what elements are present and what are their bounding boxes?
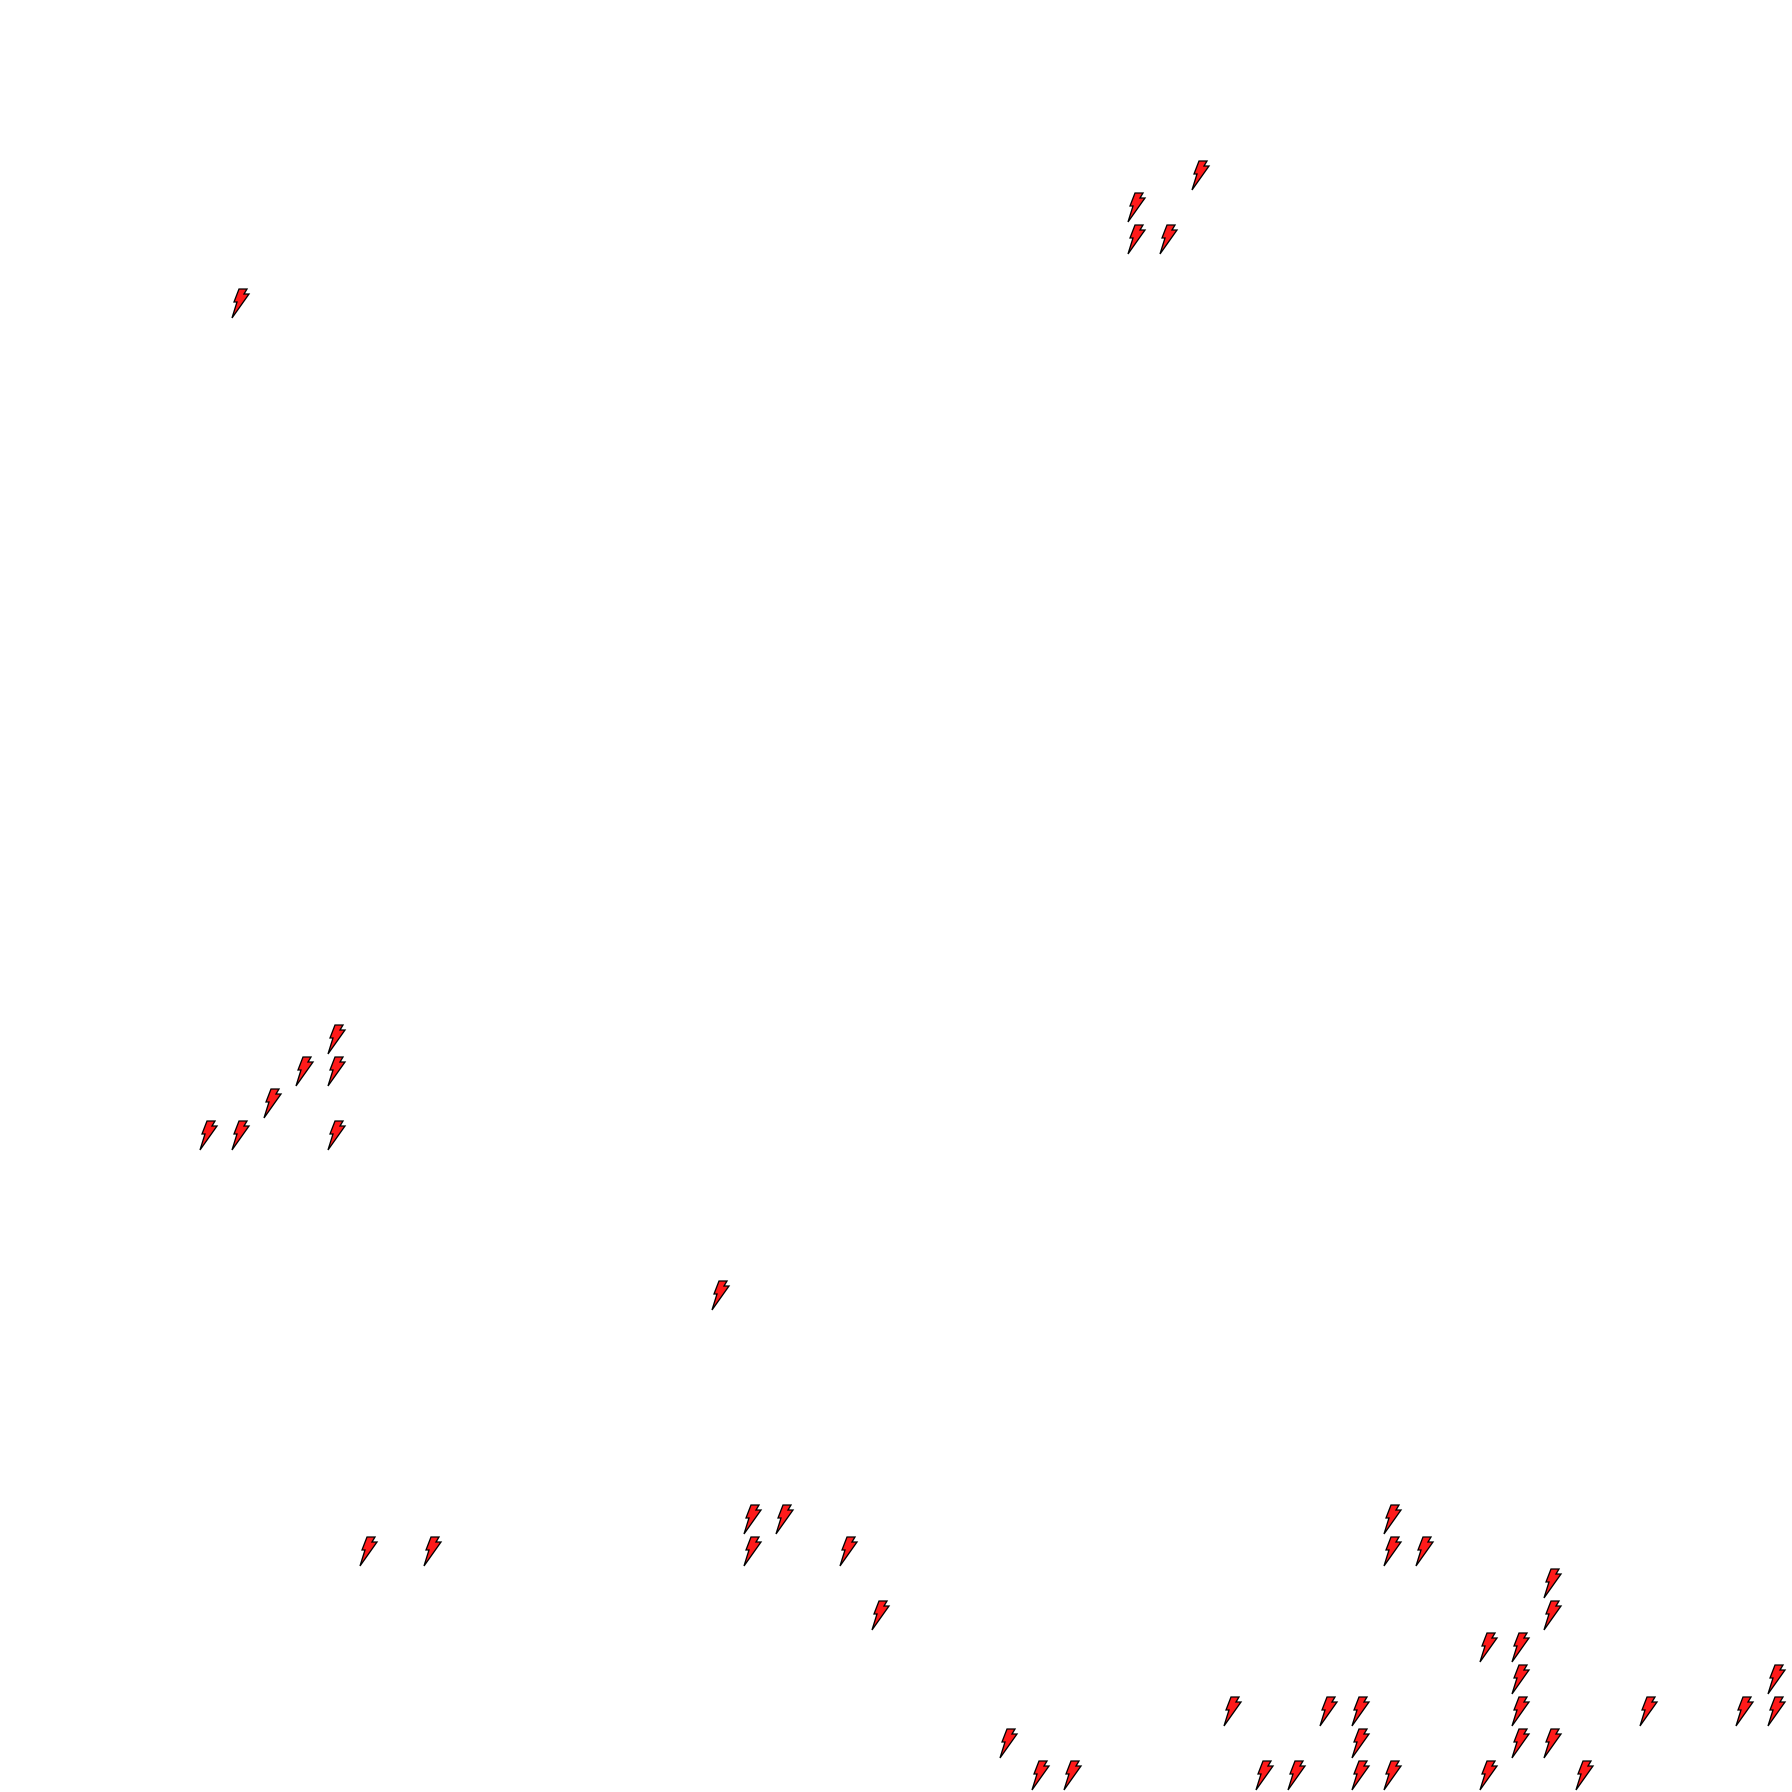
lightning-bolt-icon [1344, 1728, 1376, 1760]
lightning-bolt-icon [1408, 1536, 1440, 1568]
lightning-bolt-icon [1504, 1632, 1536, 1664]
lightning-bolt-icon [1504, 1728, 1536, 1760]
lightning-bolt-icon [320, 1120, 352, 1152]
lightning-bolt-icon [1760, 1696, 1792, 1728]
lightning-bolt-icon [864, 1600, 896, 1632]
lightning-bolt-icon [192, 1120, 224, 1152]
lightning-bolt-icon [1280, 1760, 1312, 1792]
lightning-bolt-icon [224, 1120, 256, 1152]
lightning-bolt-icon [704, 1280, 736, 1312]
lightning-bolt-icon [1184, 160, 1216, 192]
lightning-bolt-icon [736, 1536, 768, 1568]
lightning-bolt-icon [1216, 1696, 1248, 1728]
lightning-bolt-icon [1632, 1696, 1664, 1728]
lightning-bolt-icon [1344, 1760, 1376, 1792]
lightning-bolt-icon [1376, 1760, 1408, 1792]
lightning-bolt-icon [1536, 1728, 1568, 1760]
lightning-bolt-icon [352, 1536, 384, 1568]
lightning-bolt-icon [1056, 1760, 1088, 1792]
lightning-bolt-icon [1120, 224, 1152, 256]
lightning-bolt-icon [1312, 1696, 1344, 1728]
lightning-bolt-icon [1504, 1664, 1536, 1696]
lightning-bolt-icon [992, 1728, 1024, 1760]
lightning-bolt-icon [736, 1504, 768, 1536]
lightning-bolt-icon [1760, 1664, 1792, 1696]
lightning-bolt-icon [288, 1056, 320, 1088]
lightning-bolt-icon [1376, 1504, 1408, 1536]
lightning-bolt-icon [1536, 1568, 1568, 1600]
lightning-bolt-icon [1728, 1696, 1760, 1728]
lightning-bolt-icon [1536, 1600, 1568, 1632]
lightning-bolt-icon [256, 1088, 288, 1120]
lightning-bolt-icon [320, 1056, 352, 1088]
lightning-bolt-icon [416, 1536, 448, 1568]
lightning-bolt-icon [1248, 1760, 1280, 1792]
lightning-bolt-icon [1504, 1696, 1536, 1728]
lightning-bolt-icon [224, 288, 256, 320]
lightning-bolt-icon [768, 1504, 800, 1536]
lightning-bolt-icon [1472, 1632, 1504, 1664]
lightning-bolt-icon [1120, 192, 1152, 224]
lightning-bolt-icon [832, 1536, 864, 1568]
lightning-bolt-icon [320, 1024, 352, 1056]
lightning-bolt-icon [1344, 1696, 1376, 1728]
lightning-bolt-icon [1568, 1760, 1600, 1792]
lightning-bolt-icon [1472, 1760, 1504, 1792]
lightning-bolt-icon [1376, 1536, 1408, 1568]
lightning-bolt-icon [1024, 1760, 1056, 1792]
lightning-bolt-icon [1152, 224, 1184, 256]
